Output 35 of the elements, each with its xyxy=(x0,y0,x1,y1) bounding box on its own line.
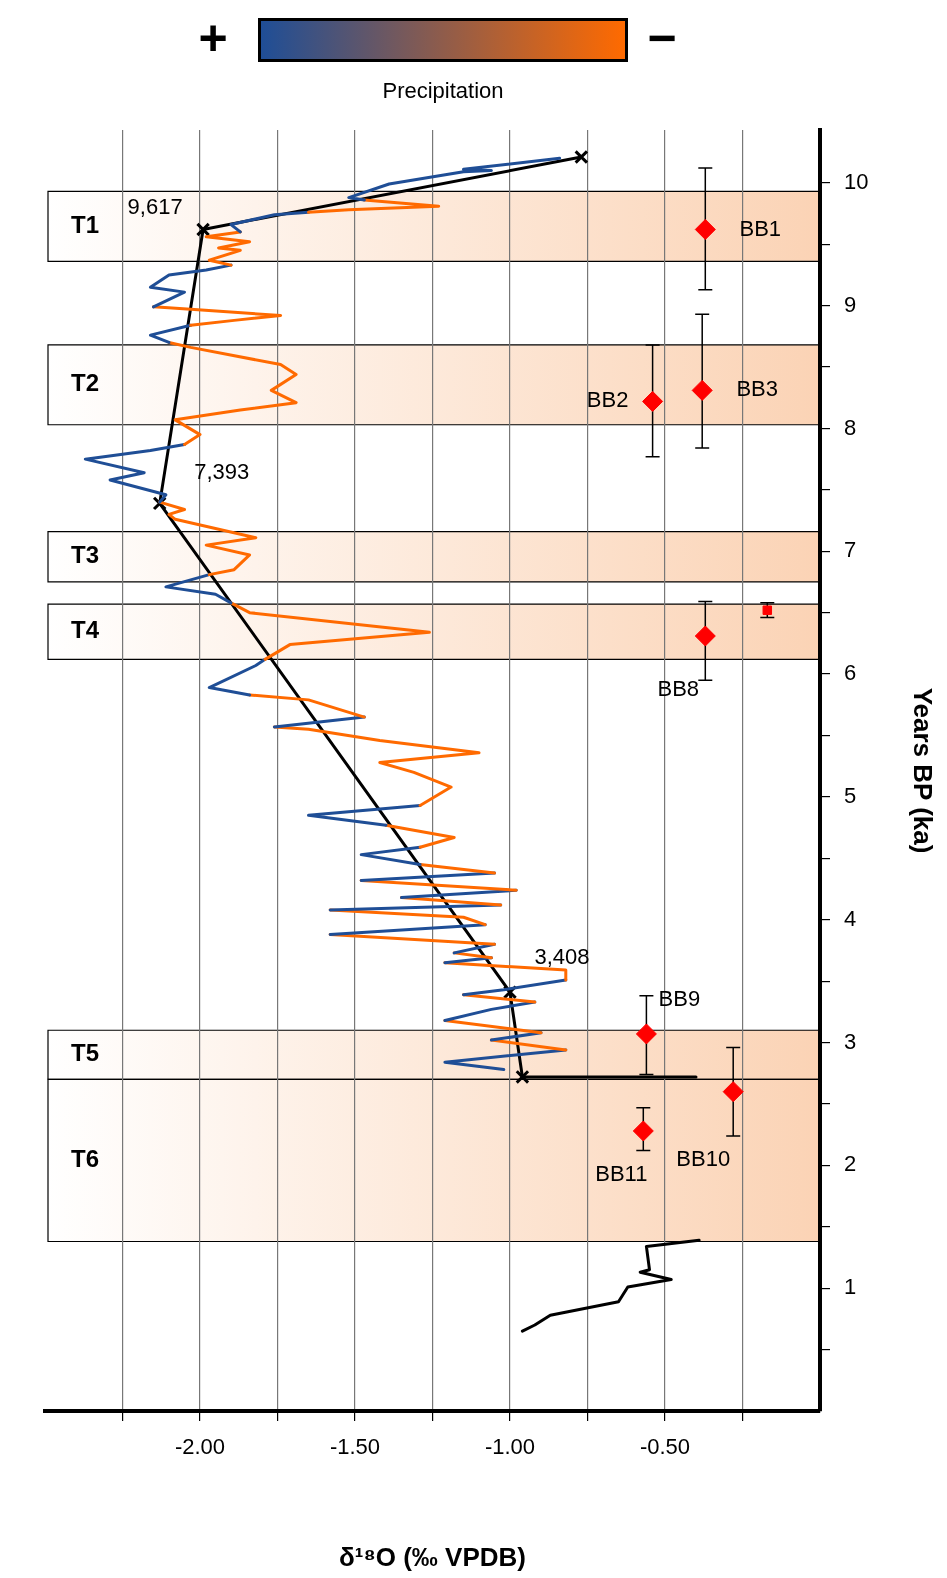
annotation: BB9 xyxy=(658,986,701,1012)
annotation: BB2 xyxy=(586,387,629,413)
band-label: T3 xyxy=(70,541,100,569)
y-axis-title: Years BP (ka) xyxy=(908,687,939,854)
annotation: 9,617 xyxy=(127,193,183,219)
x-tick-label: -0.50 xyxy=(639,1434,691,1460)
color-bar-title: Precipitation xyxy=(381,78,505,104)
annotation: 3,408 xyxy=(534,944,590,970)
band-label: T1 xyxy=(70,211,100,239)
y-tick-label: 3 xyxy=(844,1028,857,1054)
text: + xyxy=(197,10,229,66)
annotation: 7,393 xyxy=(194,459,250,485)
y-tick-label: 10 xyxy=(844,168,869,194)
y-tick-label: 8 xyxy=(844,414,857,440)
annotation: BB8 xyxy=(657,676,700,702)
y-tick-label: 5 xyxy=(844,782,857,808)
y-tick-label: 1 xyxy=(844,1274,857,1300)
x-tick-label: -1.00 xyxy=(484,1434,536,1460)
band-label: T4 xyxy=(70,616,100,644)
annotation: BB3 xyxy=(736,376,778,402)
y-tick-label: 4 xyxy=(844,905,857,931)
annotation: BB10 xyxy=(676,1145,731,1171)
y-tick-label: 9 xyxy=(844,291,857,317)
text: − xyxy=(646,10,678,66)
x-tick-label: -1.50 xyxy=(329,1434,381,1460)
x-axis-title: δ¹⁸O (‰ VPDB) xyxy=(339,1541,526,1572)
band-label: T2 xyxy=(70,369,100,397)
annotation: BB11 xyxy=(595,1161,648,1187)
y-tick-label: 6 xyxy=(844,660,857,686)
annotation: BB1 xyxy=(739,215,782,241)
band-label: T6 xyxy=(70,1145,100,1173)
band-label: T5 xyxy=(70,1039,100,1067)
y-tick-label: 7 xyxy=(844,537,857,563)
y-tick-label: 2 xyxy=(844,1151,857,1177)
x-tick-label: -2.00 xyxy=(174,1434,226,1460)
